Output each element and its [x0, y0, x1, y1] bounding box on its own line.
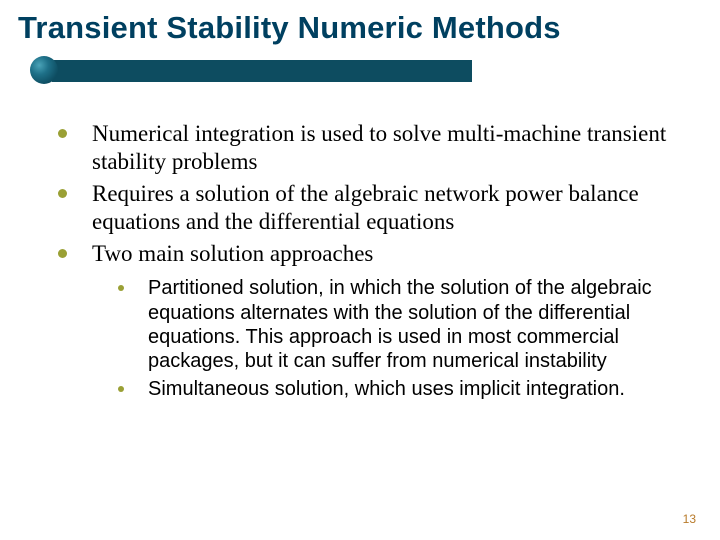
list-item: Requires a solution of the algebraic net… [58, 180, 694, 236]
content-area: Numerical integration is used to solve m… [18, 120, 702, 401]
list-item: Partitioned solution, in which the solut… [118, 276, 694, 374]
main-bullet-list: Numerical integration is used to solve m… [58, 120, 694, 268]
list-item: Numerical integration is used to solve m… [58, 120, 694, 176]
slide-title: Transient Stability Numeric Methods [18, 10, 702, 46]
list-item: Simultaneous solution, which uses implic… [118, 377, 694, 401]
title-ball-icon [30, 56, 58, 84]
page-number: 13 [683, 512, 696, 526]
list-item: Two main solution approaches [58, 240, 694, 268]
title-bar [52, 60, 472, 82]
title-decoration [30, 60, 702, 84]
sub-bullet-list: Partitioned solution, in which the solut… [58, 276, 694, 401]
slide-container: Transient Stability Numeric Methods Nume… [0, 0, 720, 540]
